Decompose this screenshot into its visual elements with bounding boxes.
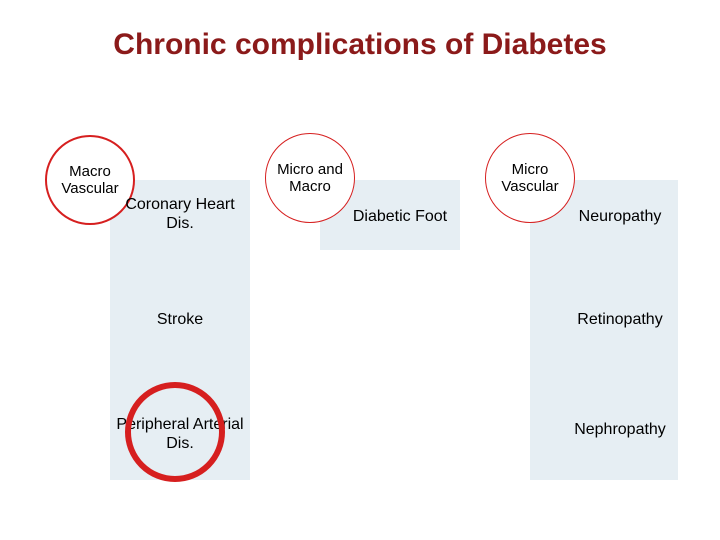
right-item-retinopathy: Retinopathy: [555, 310, 685, 329]
circle-macro-label: Macro Vascular: [51, 163, 129, 198]
left-item-label: Stroke: [157, 310, 203, 329]
circle-micro-macro-label: Micro and Macro: [270, 161, 350, 196]
right-item-label: Retinopathy: [577, 310, 662, 329]
highlight-ring-icon: [125, 382, 225, 482]
page-title: Chronic complications of Diabetes: [0, 28, 720, 62]
left-item-coronary: Coronary Heart Dis.: [110, 195, 250, 233]
right-item-label: Nephropathy: [574, 420, 666, 439]
right-item-nephropathy: Nephropathy: [555, 420, 685, 439]
middle-item-diabetic-foot: Diabetic Foot: [335, 207, 465, 226]
circle-micro-label: Micro Vascular: [490, 161, 570, 196]
middle-item-label: Diabetic Foot: [353, 207, 447, 226]
left-item-label: Coronary Heart Dis.: [110, 195, 250, 233]
left-item-stroke: Stroke: [110, 310, 250, 329]
right-item-label: Neuropathy: [579, 207, 662, 226]
right-item-neuropathy: Neuropathy: [555, 207, 685, 226]
